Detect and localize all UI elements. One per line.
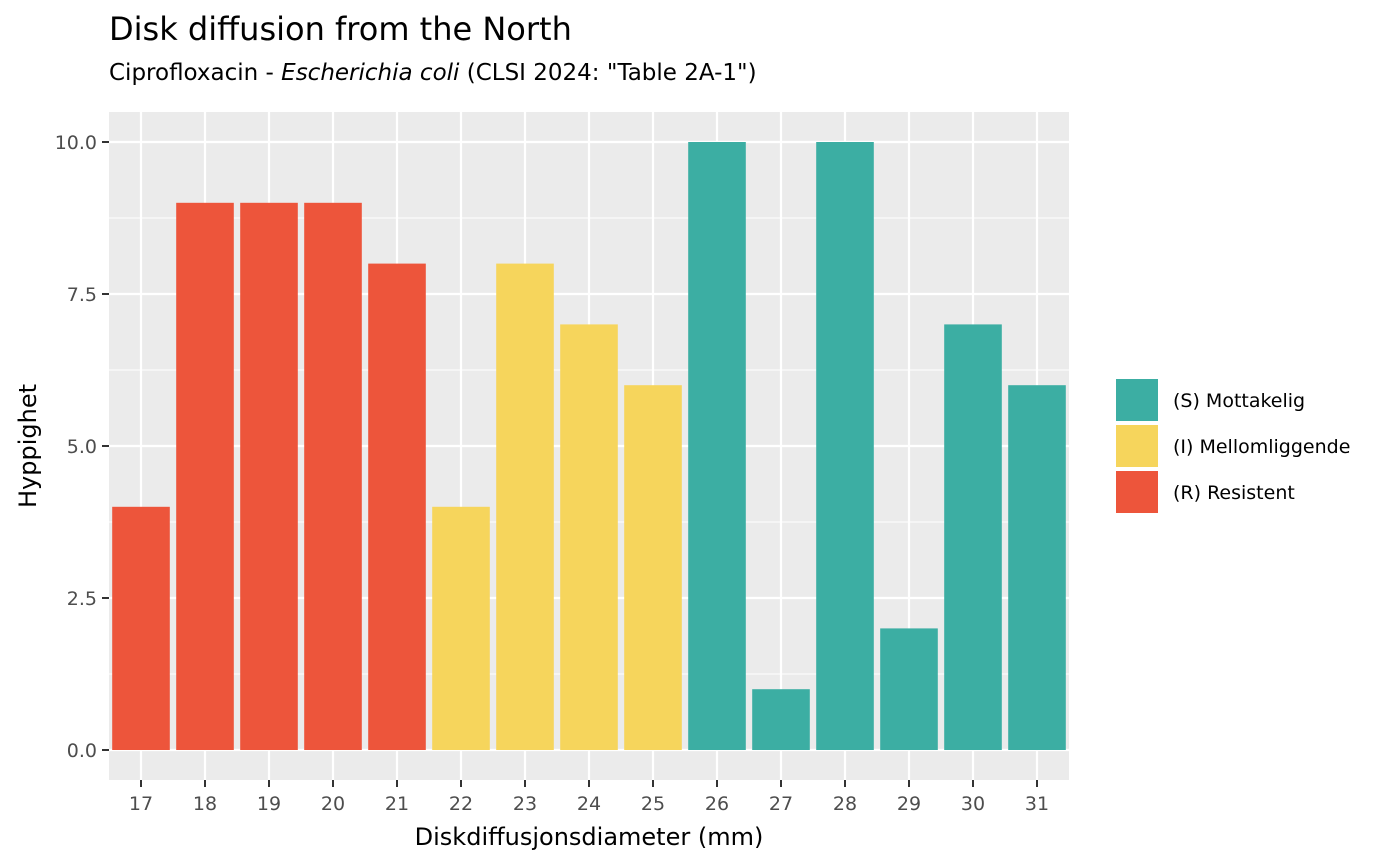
bar-29 [880, 628, 938, 750]
y-tick-label: 0.0 [67, 740, 97, 762]
subtitle-organism: Escherichia coli [281, 60, 460, 86]
bar-24 [560, 324, 618, 750]
y-tick-label: 2.5 [67, 588, 97, 610]
x-tick-label: 29 [897, 793, 921, 815]
subtitle-drug: Ciprofloxacin - [109, 60, 282, 86]
x-tick-label: 25 [641, 793, 665, 815]
x-tick-label: 30 [961, 793, 985, 815]
chart-subtitle: Ciprofloxacin - Escherichia coli (CLSI 2… [109, 60, 757, 86]
x-tick-label: 19 [257, 793, 281, 815]
x-tick-label: 28 [833, 793, 857, 815]
x-tick-label: 23 [513, 793, 537, 815]
x-tick-label: 31 [1025, 793, 1049, 815]
bar-22 [432, 506, 490, 750]
x-tick-label: 20 [321, 793, 345, 815]
chart-title: Disk diffusion from the North [109, 10, 572, 48]
y-tick-label: 5.0 [67, 436, 97, 458]
bar-23 [496, 263, 554, 750]
x-axis-label: Diskdiffusjonsdiameter (mm) [415, 823, 764, 851]
legend-label-S: (S) Mottakelig [1173, 390, 1305, 412]
subtitle-guideline: (CLSI 2024: "Table 2A-1") [459, 60, 757, 86]
bar-25 [624, 385, 682, 750]
legend-key-I [1114, 423, 1160, 469]
y-tick-label: 7.5 [67, 284, 97, 306]
bar-20 [304, 202, 362, 751]
bar-17 [112, 506, 170, 750]
legend-label-R: (R) Resistent [1173, 482, 1295, 504]
legend-key-R [1114, 469, 1160, 515]
x-tick-label: 22 [449, 793, 473, 815]
bar-18 [176, 202, 234, 751]
bar-21 [368, 263, 426, 750]
legend-label-I: (I) Mellomliggende [1173, 436, 1350, 458]
x-tick-label: 17 [129, 793, 153, 815]
bar-30 [944, 324, 1002, 750]
bar-19 [240, 202, 298, 751]
x-tick-label: 24 [577, 793, 601, 815]
bar-27 [752, 689, 810, 750]
bar-31 [1008, 385, 1066, 750]
x-tick-label: 27 [769, 793, 793, 815]
x-tick-label: 18 [193, 793, 217, 815]
legend-key-S [1114, 377, 1160, 423]
bar-26 [688, 142, 746, 750]
x-tick-label: 21 [385, 793, 409, 815]
x-tick-label: 26 [705, 793, 729, 815]
bar-28 [816, 142, 874, 750]
y-axis-label: Hyppighet [14, 384, 42, 508]
y-tick-label: 10.0 [55, 132, 97, 154]
